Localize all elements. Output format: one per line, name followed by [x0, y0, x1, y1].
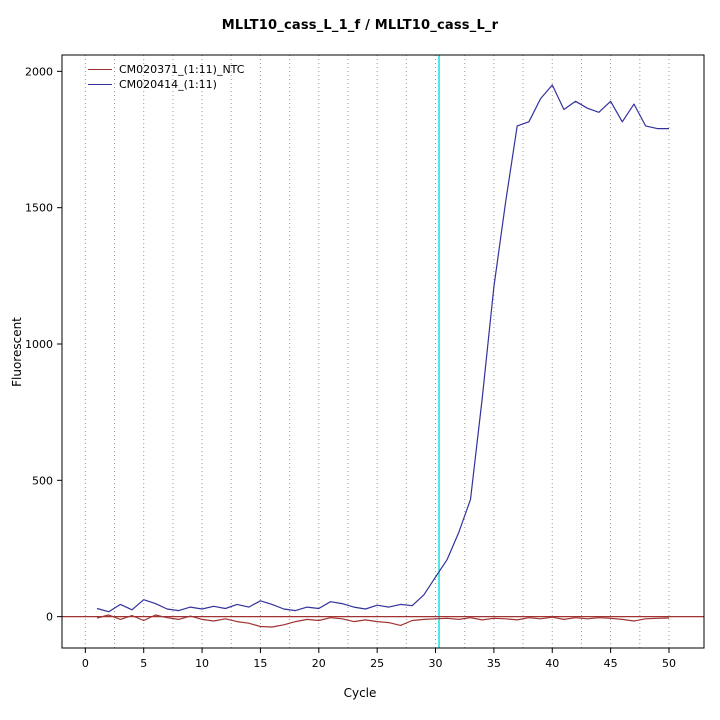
- svg-text:45: 45: [604, 657, 618, 670]
- legend-line-swatch-blue: [88, 84, 112, 85]
- svg-text:50: 50: [662, 657, 676, 670]
- svg-text:1000: 1000: [25, 338, 53, 351]
- svg-text:500: 500: [32, 474, 53, 487]
- y-axis-label: Fluorescent: [10, 317, 24, 387]
- svg-text:5: 5: [140, 657, 147, 670]
- svg-text:10: 10: [195, 657, 209, 670]
- svg-text:15: 15: [253, 657, 267, 670]
- legend-label-sample: CM020414_(1:11): [119, 78, 217, 91]
- svg-text:0: 0: [82, 657, 89, 670]
- svg-text:0: 0: [46, 611, 53, 624]
- legend: CM020371_(1:11)_NTC CM020414_(1:11): [88, 62, 244, 92]
- svg-text:2000: 2000: [25, 65, 53, 78]
- x-axis-label: Cycle: [343, 686, 377, 700]
- svg-text:25: 25: [370, 657, 384, 670]
- chart-title: MLLT10_cass_L_1_f / MLLT10_cass_L_r: [221, 18, 499, 33]
- legend-line-swatch-red: [88, 69, 112, 70]
- legend-item-ntc: CM020371_(1:11)_NTC: [88, 62, 244, 77]
- svg-text:40: 40: [545, 657, 559, 670]
- svg-text:20: 20: [312, 657, 326, 670]
- svg-text:30: 30: [429, 657, 443, 670]
- legend-label-ntc: CM020371_(1:11)_NTC: [119, 63, 245, 76]
- legend-item-sample: CM020414_(1:11): [88, 77, 244, 92]
- svg-text:1500: 1500: [25, 202, 53, 215]
- svg-text:35: 35: [487, 657, 501, 670]
